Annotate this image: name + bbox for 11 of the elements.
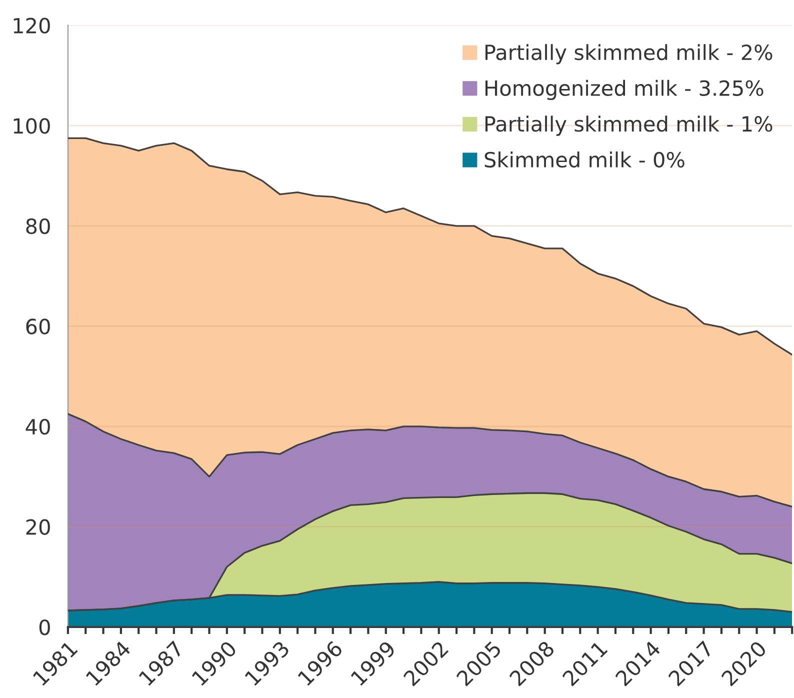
y-tick-label: 80 — [26, 218, 50, 234]
y-tick-label: 20 — [26, 519, 50, 535]
legend-label: Skimmed milk - 0% — [484, 151, 684, 168]
y-tick-label: 120 — [14, 18, 50, 34]
legend-label: Homogenized milk - 3.25% — [485, 80, 764, 100]
y-tick-label: 0 — [39, 619, 50, 636]
legend-label: Partially skimmed milk - 1% — [485, 116, 772, 136]
y-tick-label: 100 — [14, 118, 50, 134]
y-tick-label: 60 — [26, 318, 50, 334]
y-tick-label: 40 — [26, 418, 50, 435]
legend-label: Partially skimmed milk - 2% — [485, 44, 772, 64]
